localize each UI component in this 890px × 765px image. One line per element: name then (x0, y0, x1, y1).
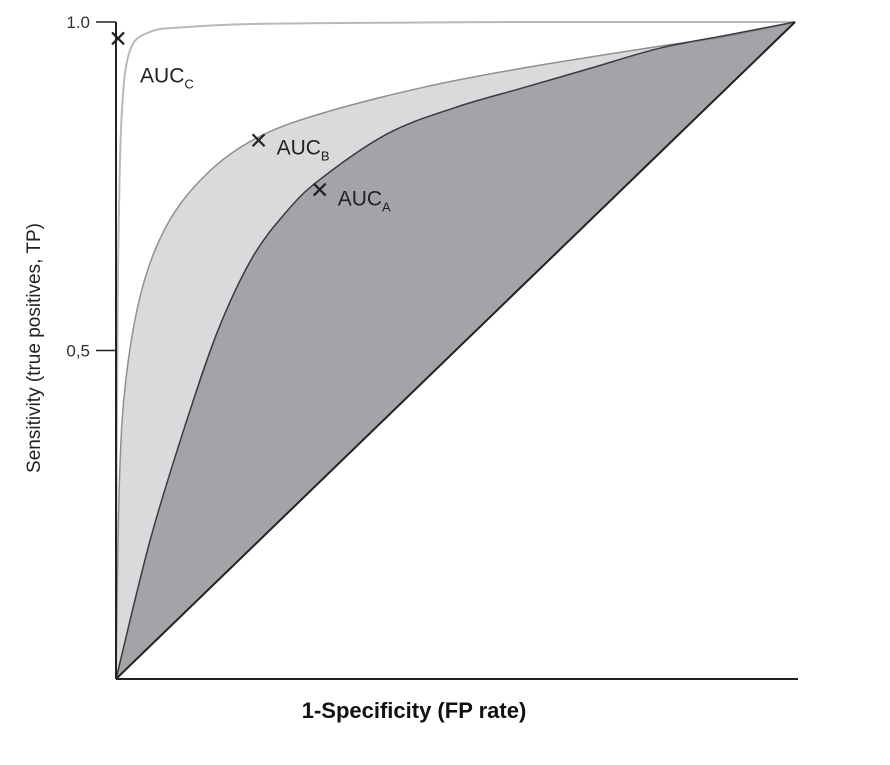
y-axis-label: Sensitivity (true positives, TP) (24, 223, 45, 473)
y-tick-label-1: 0,5 (66, 342, 90, 361)
diagonal-line (115, 21, 796, 680)
point-marker-a (312, 182, 327, 197)
axis-labels: Sensitivity (true positives, TP) 1-Speci… (24, 223, 526, 723)
auc-regions (115, 20, 796, 680)
y-tick-label-0: 1.0 (66, 13, 90, 32)
point-marker-c (111, 31, 125, 46)
point-marker-b (251, 133, 266, 148)
point-label-b: AUCB (277, 136, 330, 163)
curve-b (115, 21, 796, 680)
curve-a (115, 21, 796, 680)
chart-axes: 1.0 0,5 (66, 13, 798, 680)
point-label-sub-b: B (321, 148, 330, 163)
x-axis-label: 1-Specificity (FP rate) (302, 698, 527, 723)
curve-c (115, 20, 795, 680)
point-label-sub-a: A (382, 200, 391, 215)
point-label-sub-c: C (184, 76, 193, 91)
